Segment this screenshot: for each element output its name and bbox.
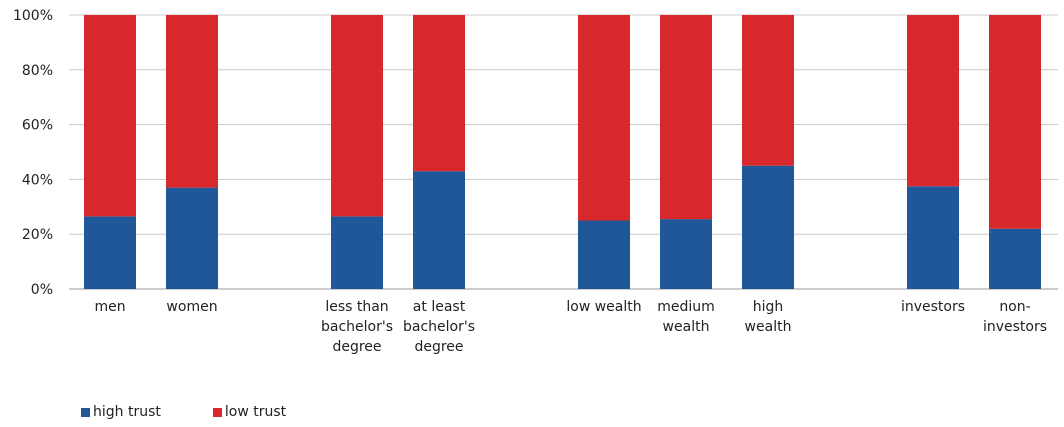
x-category-label: women (166, 299, 217, 315)
bar-high-trust (413, 171, 465, 289)
y-tick-label: 100% (13, 8, 53, 24)
bar-low-trust (166, 15, 218, 188)
y-tick-label: 20% (22, 227, 53, 243)
legend-item-low-trust: low trust (212, 404, 287, 420)
x-category-label: men (94, 299, 125, 315)
legend-swatch-high-trust (81, 407, 90, 417)
legend-item-high-trust: high trust (81, 404, 161, 420)
stacked-bar-chart: 0% 20% 40% 60% 80% 100% men women less than bach… (13, 8, 1058, 355)
bar-low-trust (989, 15, 1041, 229)
bar-low-trust (907, 15, 959, 187)
x-category-label: low wealth (566, 299, 641, 315)
legend-label-high-trust: high trust (93, 404, 161, 420)
bar-low-trust (413, 15, 465, 172)
bar-high-trust (166, 187, 218, 289)
bar-low-trust (578, 15, 630, 221)
bars (84, 15, 1041, 289)
bar-high-trust (989, 228, 1041, 289)
x-category-label: non-investors (983, 299, 1047, 335)
x-category-label: investors (901, 299, 965, 315)
bar-high-trust (84, 216, 136, 289)
x-category-label: less than bachelor's degree (321, 299, 393, 355)
bar-low-trust (742, 15, 794, 166)
y-axis: 0% 20% 40% 60% 80% 100% (13, 8, 53, 298)
bar-low-trust (660, 15, 712, 220)
legend: high trust low trust (81, 404, 286, 420)
bar-low-trust (84, 15, 136, 217)
bar-low-trust (331, 15, 383, 217)
bar-high-trust (660, 219, 712, 289)
x-category-label: at least bachelor's degree (403, 299, 475, 355)
y-tick-label: 60% (22, 118, 53, 134)
bar-high-trust (907, 186, 959, 289)
y-tick-label: 0% (31, 282, 53, 298)
x-category-label: medium wealth (657, 299, 715, 335)
gridlines (69, 14, 1058, 290)
bar-high-trust (742, 165, 794, 289)
bar-high-trust (578, 220, 630, 289)
legend-swatch-low-trust (212, 407, 222, 417)
y-tick-label: 80% (22, 63, 53, 79)
y-tick-label: 40% (22, 172, 53, 188)
bar-high-trust (331, 216, 383, 289)
legend-label-low-trust: low trust (224, 404, 287, 420)
x-category-label: high wealth (745, 299, 792, 335)
